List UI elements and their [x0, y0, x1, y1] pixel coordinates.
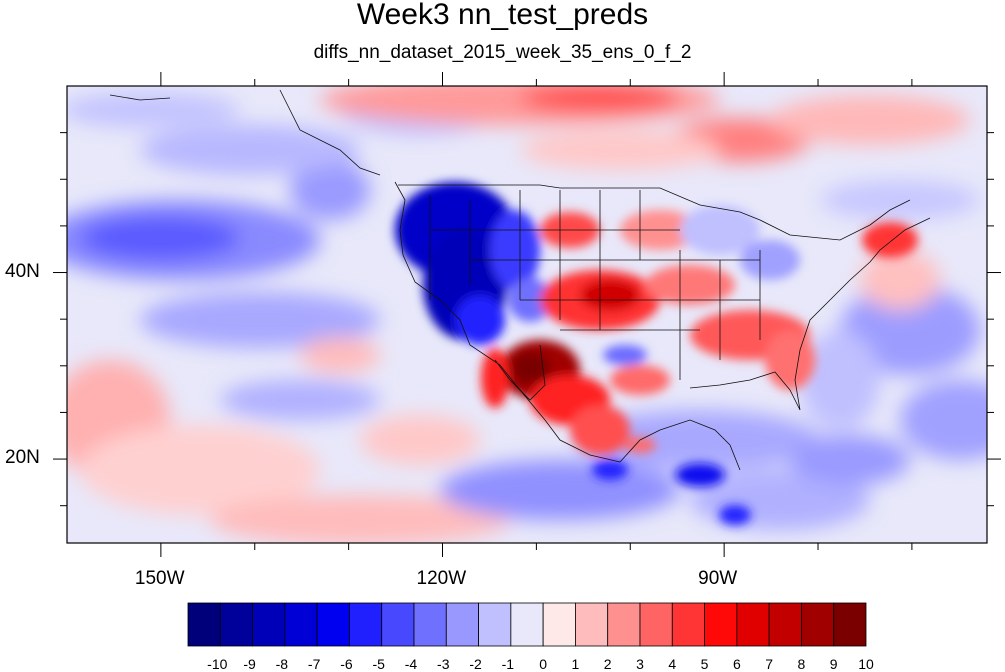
colorbar-swatch — [381, 602, 415, 647]
colorbar-swatch — [671, 602, 705, 647]
colorbar-label: 3 — [636, 656, 644, 672]
colorbar-label: -6 — [340, 656, 353, 672]
colorbar-label: -4 — [404, 656, 418, 672]
anomaly-field — [67, 86, 987, 543]
colorbar-label: 9 — [829, 656, 838, 672]
colorbar-label: -7 — [307, 656, 321, 672]
colorbar-swatch — [413, 602, 447, 647]
colorbar-swatch — [768, 602, 802, 647]
colorbar-label: -3 — [437, 656, 450, 672]
colorbar-label: -5 — [372, 656, 385, 672]
colorbar-swatch — [736, 602, 770, 647]
colorbar-label: -8 — [275, 656, 289, 672]
colorbar-swatch — [575, 602, 609, 647]
colorbar-label: -9 — [243, 656, 256, 672]
colorbar — [187, 602, 867, 647]
colorbar-label: -2 — [469, 656, 482, 672]
colorbar-label: 4 — [668, 656, 677, 672]
axis-ticks — [53, 72, 1001, 557]
map-frame — [66, 85, 988, 544]
colorbar-label: 1 — [571, 656, 580, 672]
x-tick-label: 120W — [416, 568, 467, 589]
colorbar-label: 10 — [858, 656, 874, 672]
map-subtitle: diffs_nn_dataset_2015_week_35_ens_0_f_2 — [313, 42, 692, 63]
colorbar-swatch — [478, 602, 512, 647]
colorbar-swatch — [833, 602, 867, 647]
colorbar-label: -1 — [501, 656, 515, 672]
colorbar-label: -10 — [207, 656, 228, 672]
coastlines — [109, 89, 931, 471]
colorbar-swatch — [219, 602, 253, 647]
map-title: Week3 nn_test_preds — [356, 0, 649, 31]
colorbar-swatch — [187, 602, 221, 647]
colorbar-label: 8 — [797, 656, 806, 672]
colorbar-label: 5 — [700, 656, 709, 672]
colorbar-swatch — [284, 602, 318, 647]
colorbar-swatch — [542, 602, 576, 647]
colorbar-swatch — [510, 602, 544, 647]
x-tick-label: 90W — [698, 568, 738, 589]
colorbar-label: 2 — [603, 656, 612, 672]
x-tick-label: 150W — [134, 568, 185, 589]
colorbar-swatch — [639, 602, 673, 647]
colorbar-swatch — [252, 602, 286, 647]
colorbar-label: 6 — [732, 656, 741, 672]
colorbar-swatch — [607, 602, 641, 647]
colorbar-swatch — [316, 602, 350, 647]
colorbar-swatch — [349, 602, 383, 647]
colorbar-swatch — [445, 602, 479, 647]
colorbar-label: 0 — [539, 656, 548, 672]
y-tick-label: 20N — [5, 447, 40, 469]
colorbar-label: 7 — [765, 656, 774, 672]
y-tick-label: 40N — [5, 260, 40, 282]
colorbar-swatch — [801, 602, 835, 647]
colorbar-swatch — [704, 602, 738, 647]
